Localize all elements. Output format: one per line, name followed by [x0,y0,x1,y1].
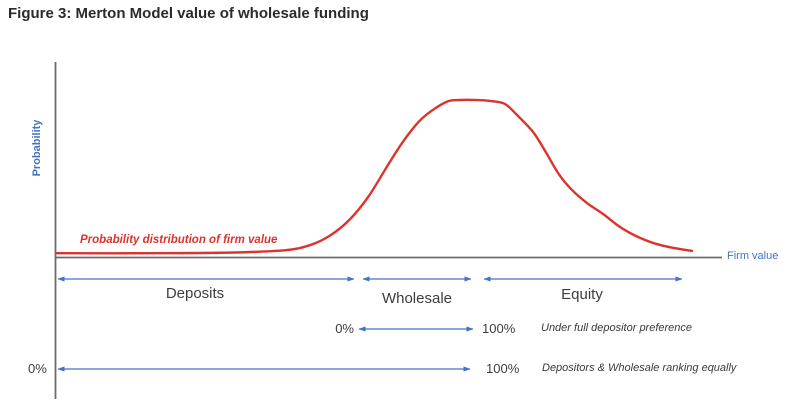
deposits-region-label: Deposits [165,285,225,302]
x-axis-label: Firm value [727,250,779,262]
row2-scenario-note: Depositors & Wholesale ranking equally [542,362,737,374]
row1-hundred-percent-label: 100% [482,321,516,336]
row2-hundred-percent-label: 100% [486,361,520,376]
row1-zero-percent-label: 0% [335,321,354,336]
curve-annotation: Probability distribution of firm value [80,234,278,246]
row2-zero-percent-label: 0% [28,361,47,376]
probability-distribution-curve [55,98,694,255]
row1-scenario-note: Under full depositor preference [541,322,693,334]
wholesale-region-label: Wholesale [381,290,453,307]
figure-title: Figure 3: Merton Model value of wholesal… [8,5,369,22]
y-axis-label: Probability [31,119,43,177]
equity-region-label: Equity [561,286,603,303]
